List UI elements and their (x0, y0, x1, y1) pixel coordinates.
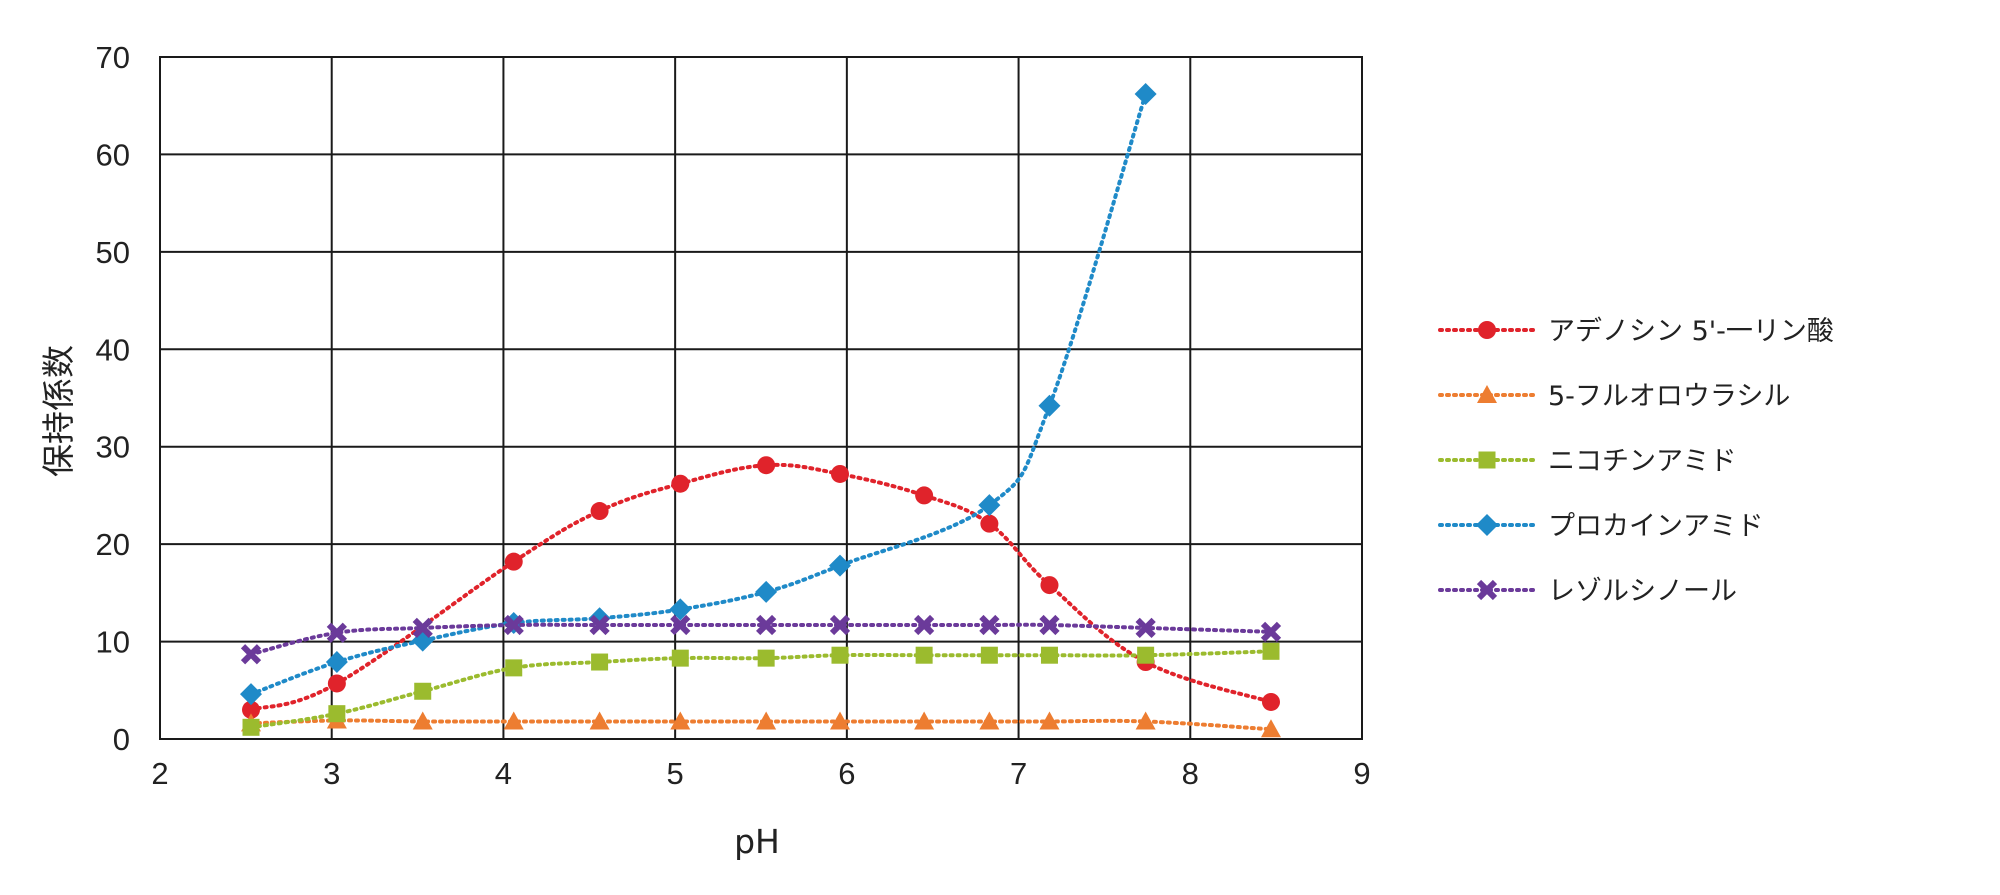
data-point (979, 614, 1000, 636)
data-point (414, 682, 432, 700)
data-point (591, 653, 609, 671)
y-tick-label: 10 (96, 625, 130, 660)
chart-legend: アデノシン 5'-一リン酸 5-フルオロウラシルニコチンアミドプロカインアミドレゾ… (1438, 316, 1834, 607)
data-point (1260, 719, 1281, 738)
series-x (240, 614, 1282, 665)
data-point (589, 614, 610, 636)
data-point (1040, 576, 1059, 595)
y-tick-label: 70 (96, 40, 130, 75)
data-point (1040, 646, 1058, 664)
data-point (240, 683, 263, 706)
x-tick-label: 5 (667, 756, 684, 791)
legend-label: アデノシン 5'-一リン酸 (1548, 316, 1834, 347)
y-tick-label: 60 (96, 137, 130, 172)
data-point (757, 649, 775, 667)
data-point (503, 614, 524, 636)
data-point (1135, 617, 1156, 639)
x-tick-label: 2 (151, 756, 168, 791)
data-point (914, 614, 935, 636)
legend-marker (1478, 321, 1496, 339)
data-point (671, 474, 690, 493)
data-point (670, 614, 691, 636)
data-point (669, 598, 692, 621)
data-point (327, 674, 346, 693)
data-point (1135, 711, 1156, 730)
data-point (914, 711, 935, 730)
data-point (1260, 621, 1282, 642)
data-point (828, 554, 851, 577)
legend-item: レゾルシノール (1438, 576, 1737, 607)
y-tick-label: 20 (96, 527, 130, 562)
chart-ticks: 2 3 4 5 6 7 8 9 0 10 20 30 40 50 60 70 (96, 40, 1371, 791)
legend-label: プロカインアミド (1548, 511, 1763, 542)
data-point (757, 456, 776, 475)
series-line (249, 462, 1273, 712)
data-point (755, 580, 778, 603)
data-point (1039, 711, 1060, 730)
x-tick-label: 3 (323, 756, 340, 791)
data-point (980, 514, 999, 533)
data-point (1039, 614, 1060, 636)
y-axis-title: 保持係数 (39, 345, 78, 477)
x-tick-label: 4 (495, 756, 512, 791)
data-point (505, 659, 523, 677)
legend-item: 5-フルオロウラシル (1438, 381, 1790, 412)
legend-item: プロカインアミド (1438, 511, 1763, 542)
x-tick-label: 8 (1182, 756, 1199, 791)
data-point (412, 711, 433, 730)
y-tick-label: 40 (96, 332, 130, 367)
data-point (589, 711, 610, 730)
data-point (412, 617, 433, 639)
legend-label: ニコチンアミド (1548, 446, 1736, 477)
legend-item: ニコチンアミド (1438, 446, 1736, 477)
data-point (756, 614, 777, 636)
data-point (328, 705, 346, 723)
data-point (829, 711, 850, 730)
data-point (590, 502, 609, 521)
data-point (326, 622, 347, 643)
legend-marker (1476, 514, 1498, 536)
data-point (756, 711, 777, 730)
data-point (915, 646, 933, 664)
legend-marker (1477, 385, 1497, 403)
data-point (979, 711, 1000, 730)
data-point (242, 718, 260, 736)
data-point (915, 486, 934, 505)
legend-label: 5-フルオロウラシル (1548, 381, 1790, 412)
series-square (242, 642, 1280, 736)
data-point (325, 651, 348, 674)
data-point (1262, 642, 1280, 660)
data-point (1261, 692, 1280, 711)
data-point (240, 644, 262, 665)
data-point (1038, 394, 1061, 417)
legend-label: レゾルシノール (1548, 576, 1737, 607)
x-tick-label: 7 (1010, 756, 1027, 791)
y-tick-label: 50 (96, 235, 130, 270)
data-point (978, 494, 1001, 517)
data-point (503, 711, 524, 730)
data-point (1137, 646, 1155, 664)
legend-marker (1476, 579, 1498, 601)
data-point (670, 711, 691, 730)
x-tick-label: 6 (838, 756, 855, 791)
x-tick-label: 9 (1353, 756, 1370, 791)
data-point (671, 649, 689, 667)
y-tick-label: 30 (96, 430, 130, 465)
legend-item: アデノシン 5'-一リン酸 (1438, 316, 1834, 347)
y-tick-label: 0 (113, 722, 130, 757)
data-point (504, 552, 523, 571)
data-point (830, 464, 849, 483)
data-point (242, 700, 261, 719)
chart-series (240, 83, 1282, 738)
series-triangle (241, 710, 1281, 738)
legend-marker (1478, 451, 1496, 469)
data-point (829, 614, 851, 636)
data-point (980, 646, 998, 664)
data-point (1134, 83, 1157, 106)
x-axis-title: pH (734, 822, 780, 861)
data-point (831, 646, 849, 664)
